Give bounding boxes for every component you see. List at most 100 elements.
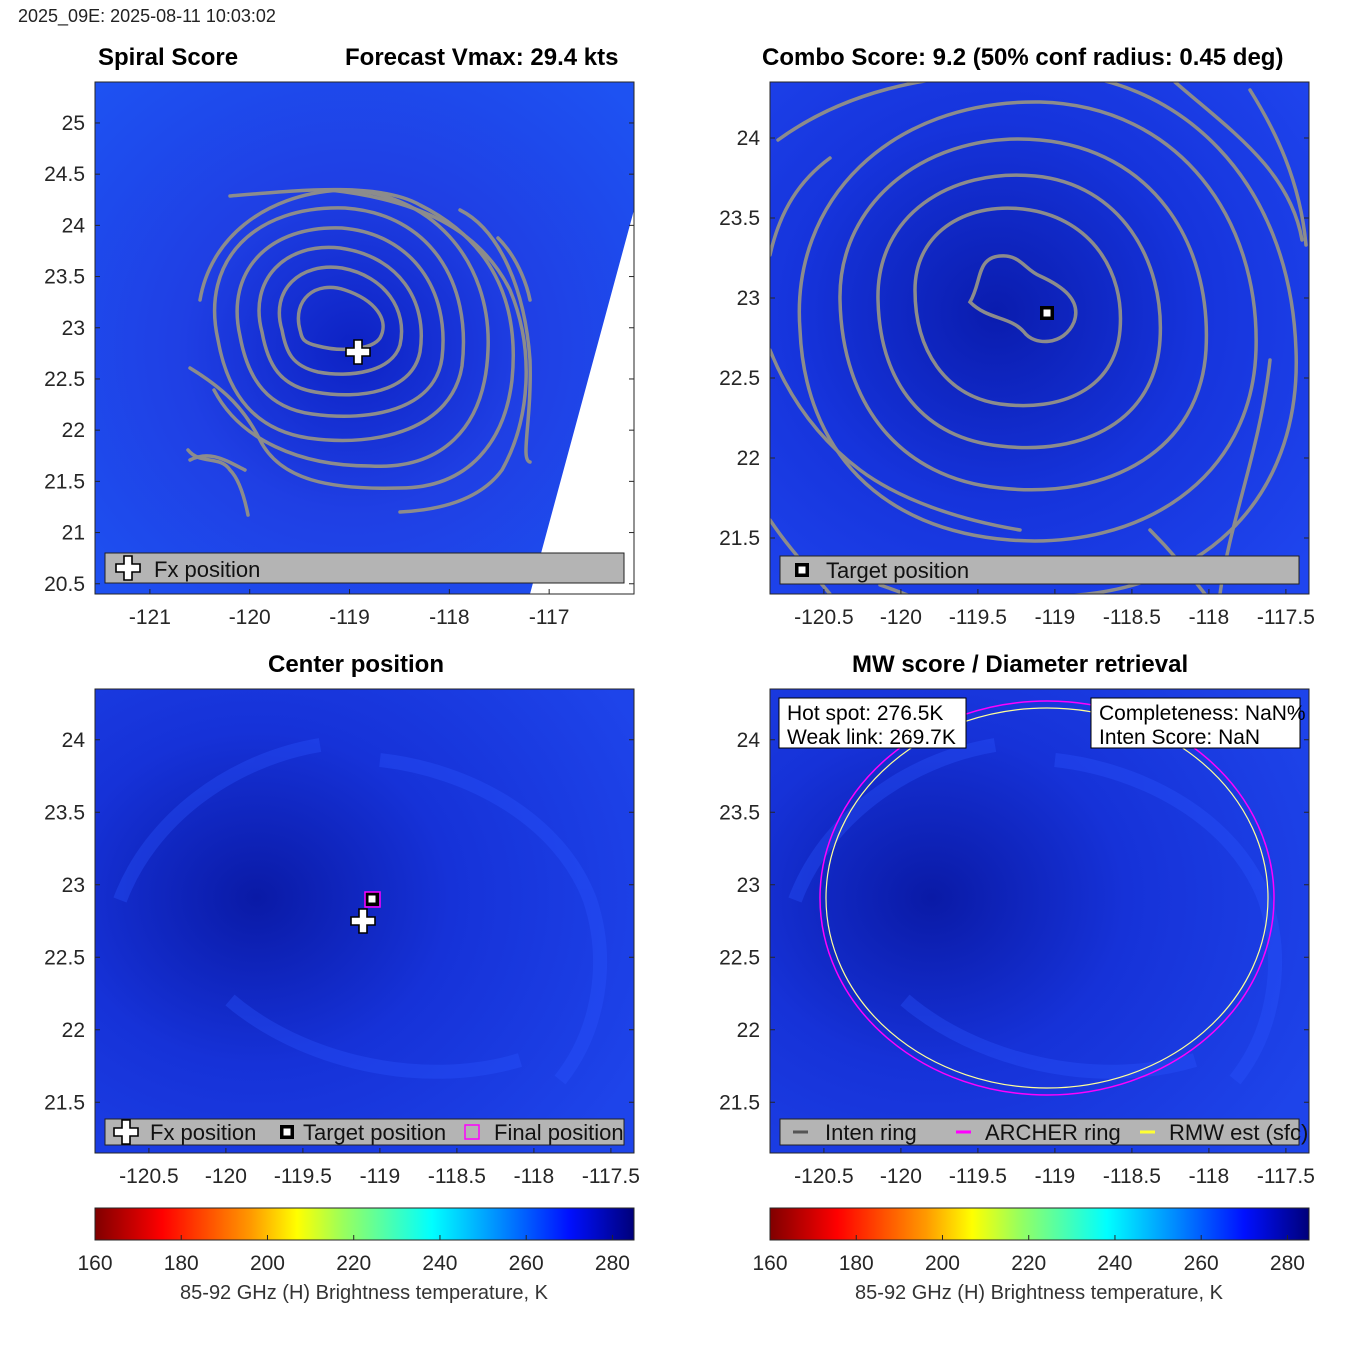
center-title: Center position xyxy=(268,651,445,678)
center-xtick-label: -119 xyxy=(360,1165,400,1188)
colorbar-left-label: 85-92 GHz (H) Brightness temperature, K xyxy=(180,1282,549,1304)
combo-legend xyxy=(779,555,1300,585)
center-xtick-label: -119.5 xyxy=(274,1165,332,1188)
spiral-ytick-label: 22.5 xyxy=(44,368,85,391)
spiral-ytick-label: 24.5 xyxy=(44,163,85,186)
mw-legend-archer-label: ARCHER ring xyxy=(985,1120,1121,1145)
colorbar-right-tick-label: 280 xyxy=(1270,1252,1305,1275)
spiral-ytick-label: 20.5 xyxy=(44,573,85,596)
mw-ytick-label: 23.5 xyxy=(719,801,760,824)
completeness-text: Completeness: NaN% xyxy=(1099,702,1306,725)
mw-axes-box xyxy=(769,688,1310,1154)
center-ytick-label: 21.5 xyxy=(44,1091,85,1114)
spiral-panel: -121 -120 -119 -118 -117 20.5 21 21.5 22 22.5 23 23… xyxy=(44,81,635,629)
colorbar-left-tick-label: 240 xyxy=(422,1252,457,1275)
center-legend-final-label: Final position xyxy=(494,1120,624,1145)
center-legend xyxy=(104,1118,625,1146)
combo-legend-label: Target position xyxy=(826,558,969,583)
colorbar-right-label: 85-92 GHz (H) Brightness temperature, K xyxy=(855,1282,1224,1304)
colorbar-right-tick-label: 220 xyxy=(1011,1252,1046,1275)
combo-contours xyxy=(770,82,1308,594)
colorbar-right-ticks: 160 180 200 220 240 260 280 xyxy=(752,1235,1305,1275)
center-ytick-label: 24 xyxy=(62,729,86,752)
combo-ytick-label: 24 xyxy=(737,127,761,150)
colorbar-left-tick-label: 280 xyxy=(595,1252,630,1275)
spiral-xtick-label: -119 xyxy=(329,606,369,629)
mw-panel: -120.5 -120 -119.5 -119 -118.5 -118 -117.5 21.5… xyxy=(719,688,1315,1188)
center-xtick-label: -118.5 xyxy=(428,1165,486,1188)
center-xtick-label: -117.5 xyxy=(582,1165,640,1188)
colorbar-left-tick-label: 220 xyxy=(336,1252,371,1275)
spiral-axes-box xyxy=(94,81,635,595)
colorbar-left-ticks: 160 180 200 220 240 260 280 xyxy=(77,1235,630,1275)
combo-title: Combo Score: 9.2 (50% conf radius: 0.45 … xyxy=(762,44,1284,71)
combo-ytick-label: 22 xyxy=(737,447,760,470)
inten-score-text: Inten Score: NaN xyxy=(1099,726,1260,749)
spiral-field xyxy=(95,82,634,594)
mw-field xyxy=(770,689,1309,1153)
mw-title: MW score / Diameter retrieval xyxy=(852,651,1189,678)
combo-panel: -120.5 -120 -119.5 -119 -118.5 -118 -117.5 21.5… xyxy=(719,81,1315,629)
spiral-legend-fx-icon xyxy=(115,555,141,581)
spiral-legend-label: Fx position xyxy=(154,557,260,582)
center-ytick-label: 23 xyxy=(62,874,85,897)
spiral-xtick-label: -120 xyxy=(229,606,271,629)
mw-ytick-label: 22.5 xyxy=(719,946,760,969)
mw-ticks: -120.5 -120 -119.5 -119 -118.5 -118 -117.5 21.5… xyxy=(719,729,1315,1188)
combo-xtick-label: -118 xyxy=(1189,606,1229,629)
center-axes-box xyxy=(94,688,635,1154)
colorbar-left-tick-label: 180 xyxy=(164,1252,199,1275)
colorbar-left-tick-label: 260 xyxy=(509,1252,544,1275)
spiral-xtick-label: -117 xyxy=(529,606,569,629)
mw-xtick-label: -118 xyxy=(1189,1165,1229,1188)
spiral-ytick-label: 21.5 xyxy=(44,470,85,493)
mw-xtick-label: -120.5 xyxy=(794,1165,854,1188)
spiral-legend xyxy=(104,552,625,584)
colorbar-left: 160 180 200 220 240 260 280 85-92 GHz (H) Brig… xyxy=(77,1207,635,1304)
colorbar-right-tick-label: 260 xyxy=(1184,1252,1219,1275)
combo-xtick-label: -119.5 xyxy=(949,606,1007,629)
spiral-ytick-label: 24 xyxy=(62,214,86,237)
center-ticks: -120.5 -120 -119.5 -119 -118.5 -118 -117.5 21.5… xyxy=(44,729,640,1188)
mw-legend xyxy=(779,1118,1300,1146)
combo-ytick-label: 22.5 xyxy=(719,367,760,390)
center-final-marker xyxy=(364,891,381,908)
spiral-ytick-label: 23.5 xyxy=(44,266,85,289)
mw-ytick-label: 24 xyxy=(737,729,761,752)
spiral-ytick-label: 23 xyxy=(62,317,85,340)
mw-texture xyxy=(788,738,1282,1085)
weak-link-text: Weak link: 269.7K xyxy=(787,726,956,749)
colorbar-right-tick-label: 200 xyxy=(925,1252,960,1275)
mw-ytick-label: 22 xyxy=(737,1019,760,1042)
mw-legend-inten-label: Inten ring xyxy=(825,1120,917,1145)
center-ytick-label: 22 xyxy=(62,1019,85,1042)
mw-xtick-label: -120 xyxy=(880,1165,922,1188)
rmw-ring xyxy=(825,707,1269,1089)
mw-legend-rmw-label: RMW est (sfc) xyxy=(1169,1120,1308,1145)
center-legend-target-icon xyxy=(280,1125,294,1139)
mw-xtick-label: -117.5 xyxy=(1257,1165,1315,1188)
colorbar-right-tick-label: 240 xyxy=(1097,1252,1132,1275)
center-legend-fx-icon xyxy=(113,1119,139,1145)
center-xtick-label: -118 xyxy=(514,1165,554,1188)
combo-xtick-label: -120.5 xyxy=(794,606,854,629)
center-panel: -120.5 -120 -119.5 -119 -118.5 -118 -117.5 21.5… xyxy=(44,688,640,1188)
combo-legend-target-icon xyxy=(795,563,809,577)
mw-hotspot-box xyxy=(778,697,967,749)
mw-ytick-label: 21.5 xyxy=(719,1091,760,1114)
combo-xtick-label: -117.5 xyxy=(1257,606,1315,629)
spiral-title-right: Forecast Vmax: 29.4 kts xyxy=(345,44,619,71)
center-ytick-label: 23.5 xyxy=(44,801,85,824)
center-legend-fx-label: Fx position xyxy=(150,1120,256,1145)
combo-xtick-label: -120 xyxy=(880,606,922,629)
combo-ytick-label: 21.5 xyxy=(719,527,760,550)
mw-completeness-box xyxy=(1090,697,1301,749)
center-xtick-label: -120 xyxy=(205,1165,247,1188)
center-ytick-label: 22.5 xyxy=(44,946,85,969)
spiral-contours xyxy=(186,187,532,517)
spiral-ytick-label: 25 xyxy=(62,112,85,135)
mw-xtick-label: -119.5 xyxy=(949,1165,1007,1188)
colorbar-left-tick-label: 160 xyxy=(77,1252,112,1275)
combo-target-marker xyxy=(1040,306,1054,320)
center-legend-final-icon xyxy=(464,1124,480,1140)
